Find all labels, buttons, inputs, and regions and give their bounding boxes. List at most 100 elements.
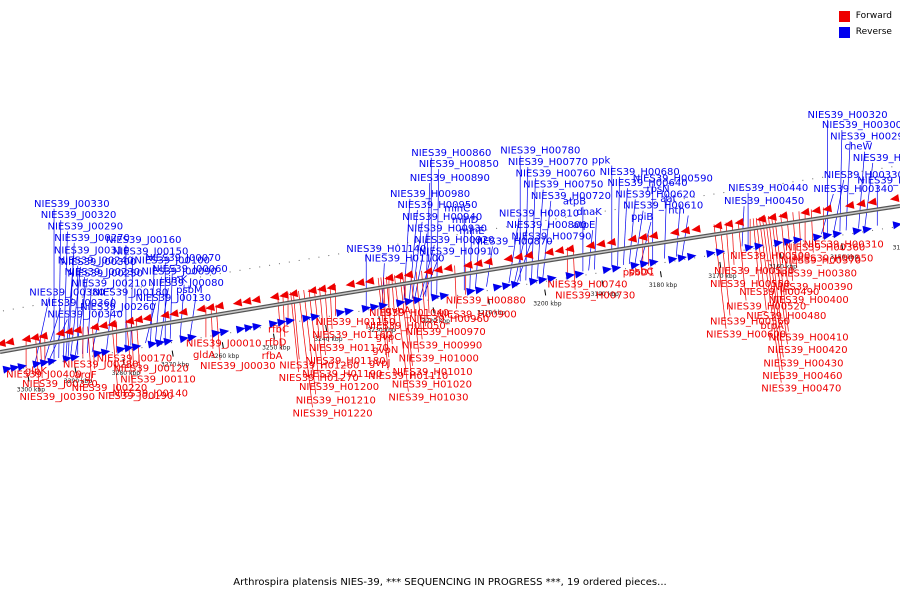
gene-label: NIES39_H00450 <box>724 196 804 207</box>
reverse-gene-arrow <box>754 242 764 251</box>
gene-label: NIES39_H00520 <box>726 302 806 313</box>
gene-label: gldA <box>193 350 215 361</box>
kbp-tick <box>601 280 604 287</box>
gene-label-connector <box>681 215 689 256</box>
reverse-gene-arrow <box>565 272 575 280</box>
reverse-gene-arrow <box>32 360 42 369</box>
gene-label-connector <box>86 288 92 354</box>
kbp-tick <box>659 271 662 278</box>
reverse-gene-arrow <box>439 292 450 301</box>
gene-label: atpE <box>573 220 596 231</box>
gene-label: nth <box>668 206 685 217</box>
forward-gene-arrow <box>403 270 414 279</box>
gene-label-connector <box>39 334 43 379</box>
gene-label: NIES39_H00780 <box>500 146 580 157</box>
forward-gene-arrow <box>473 259 483 267</box>
gene-label: NIES39_H01030 <box>388 393 468 404</box>
gene-label: NIES39_H00270 <box>853 153 900 164</box>
kbp-tick-label: 3290 kbp <box>64 378 92 385</box>
gene-label: atpB <box>563 197 586 208</box>
gene-label-connector <box>313 288 323 369</box>
reverse-gene-arrow <box>547 275 557 283</box>
gene-label: NIES39_J00150 <box>113 247 189 258</box>
forward-gene-arrow <box>756 214 766 223</box>
gene-label: gvpC <box>376 332 402 343</box>
gene-label-connector <box>525 166 529 281</box>
forward-gene-arrow <box>800 207 810 216</box>
gene-label-connector <box>764 216 784 358</box>
gene-label: NIES39_H00950 <box>397 200 477 211</box>
forward-gene-arrow <box>178 307 188 316</box>
kbp-tick <box>841 243 844 250</box>
forward-gene-arrow <box>89 322 100 331</box>
gene-label: NIES39_J00320 <box>41 210 117 221</box>
gene-label-connector <box>588 230 593 271</box>
gene-label-connector <box>34 297 50 363</box>
gene-label-connector <box>833 179 845 233</box>
reverse-gene-arrow <box>10 364 20 373</box>
gene-label: NIES39_J00140 <box>112 388 188 399</box>
gene-label: NIES39_J00210 <box>71 278 147 289</box>
gene-label: NIES39_H00990 <box>402 340 482 351</box>
reverse-gene-arrow <box>852 227 863 236</box>
figure-caption: Arthrospira platensis NIES-39, *** SEQUE… <box>233 577 667 588</box>
gene-label: NIES39_J00130 <box>136 293 212 304</box>
legend-reverse: Reverse <box>838 24 892 40</box>
reverse-gene-arrow <box>116 346 126 354</box>
forward-gene-arrow <box>712 221 723 230</box>
forward-gene-arrow <box>142 313 152 322</box>
gene-label: minD <box>452 215 479 226</box>
gene-label: NIES39_H01190 <box>302 369 382 380</box>
gene-label-connector <box>469 224 473 290</box>
gene-label: aat <box>660 194 676 205</box>
gene-label: psbD1 <box>623 268 655 279</box>
backbone-highlight <box>0 205 900 353</box>
gene-label-connector <box>713 224 727 329</box>
gene-label-connector <box>329 285 333 329</box>
forward-gene-arrow <box>4 337 15 346</box>
gene-label: NIES39_H00310 <box>804 240 884 251</box>
kbp-tick-label: 3140 kbp <box>893 245 900 252</box>
reverse-gene-arrow <box>244 324 254 333</box>
gene-label-connector <box>282 293 286 337</box>
gene-label: NIES39_H01170 <box>309 343 389 354</box>
reverse-gene-arrow <box>47 357 57 366</box>
reverse-gene-arrow <box>310 313 321 322</box>
reverse-gene-arrow <box>475 286 485 295</box>
reverse-gene-arrow <box>822 231 833 240</box>
forward-gene-arrow <box>30 333 40 341</box>
forward-gene-arrow <box>669 228 680 236</box>
gene-label: NIES39_J00180 <box>93 287 169 298</box>
legend-forward-label: Forward <box>855 11 892 21</box>
forward-gene-arrow <box>107 319 117 328</box>
gene-label-connector <box>210 305 214 349</box>
reverse-swatch <box>838 26 850 38</box>
gene-label-connector <box>298 290 313 408</box>
gene-label: NIES39_H00790 <box>511 232 591 243</box>
gene-label: NIES39_J00280 <box>63 359 139 370</box>
forward-gene-arrow <box>822 204 832 213</box>
kbp-tick <box>378 316 381 323</box>
forward-gene-arrow <box>767 212 777 221</box>
gene-label-connector <box>426 269 430 314</box>
gene-label-connector <box>399 274 413 379</box>
gene-label: NIES39_H00940 <box>402 212 482 223</box>
forward-gene-arrow <box>680 226 691 235</box>
gene-label: NIES39_H01220 <box>292 408 372 419</box>
gene-label: NIES39_H00480 <box>746 311 826 322</box>
gene-label: NIES39_H01160 <box>312 330 392 341</box>
forward-gene-arrow <box>523 251 534 259</box>
gene-label: btpA <box>760 321 784 332</box>
reverse-gene-arrow <box>131 343 142 352</box>
gene-label: NIES39_H00880 <box>446 296 526 307</box>
gene-label: NIES39_H00390 <box>773 282 853 293</box>
gene-label: NIES39_H00890 <box>410 173 490 184</box>
forward-swatch <box>838 10 850 22</box>
gene-label: rpsN <box>646 184 669 195</box>
reverse-gene-arrow <box>832 230 843 239</box>
gene-label-connector <box>130 319 134 363</box>
forward-gene-arrow <box>433 265 443 274</box>
gene-arrows <box>0 194 900 374</box>
gene-label: rfbD <box>265 338 287 349</box>
forward-gene-arrow <box>251 295 261 304</box>
